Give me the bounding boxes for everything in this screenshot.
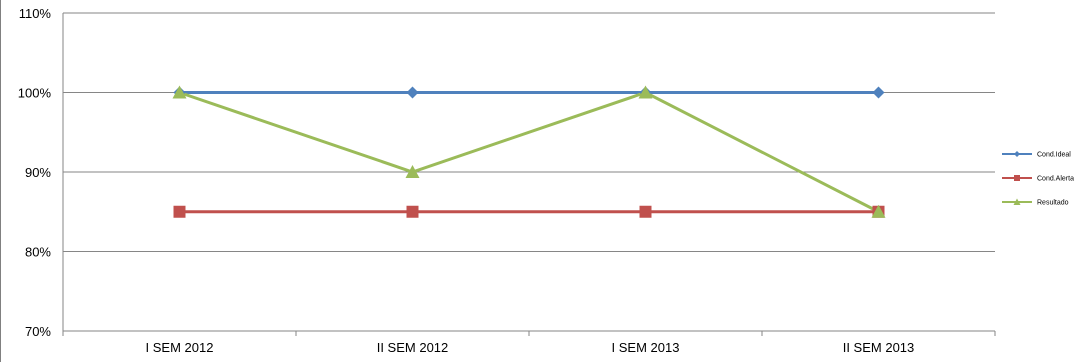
y-tick-label: 70% — [25, 324, 51, 339]
data-point-triangle — [638, 85, 653, 99]
legend-marker — [1013, 198, 1021, 205]
x-tick-label: II SEM 2013 — [843, 340, 915, 355]
x-tick-label: II SEM 2012 — [377, 340, 449, 355]
y-tick-label: 100% — [18, 86, 52, 101]
data-point-triangle — [172, 85, 187, 99]
series-line-2 — [179, 90, 880, 214]
y-tick-label: 80% — [25, 245, 51, 260]
data-point-square — [639, 205, 652, 218]
data-point-triangle — [871, 204, 886, 218]
data-point-square — [173, 205, 186, 218]
data-point-square — [406, 205, 419, 218]
x-tick-label: I SEM 2012 — [146, 340, 214, 355]
legend-marker — [1014, 151, 1020, 157]
y-tick-label: 110% — [19, 6, 52, 21]
x-tick-label: I SEM 2013 — [612, 340, 680, 355]
legend-label: Resultado — [1037, 200, 1069, 207]
data-point-diamond — [872, 86, 885, 99]
legend-label: Cond.Ideal — [1037, 152, 1071, 159]
legend-marker — [1014, 175, 1020, 181]
y-tick-label: 90% — [25, 165, 51, 180]
data-point-diamond — [406, 86, 419, 99]
data-point-triangle — [405, 165, 420, 178]
legend-label: Cond.Alerta — [1037, 176, 1074, 183]
